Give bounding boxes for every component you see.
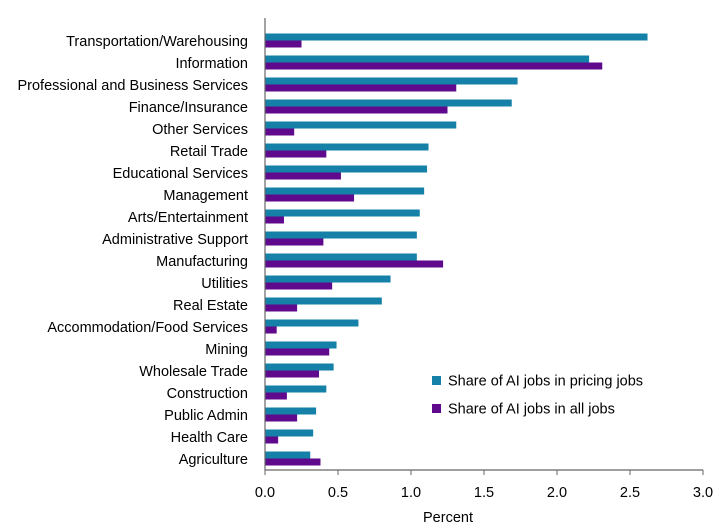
legend-label: Share of AI jobs in pricing jobs: [448, 374, 643, 390]
bar-all: [265, 326, 277, 334]
bar-pricing: [265, 451, 311, 459]
category-label: Mining: [205, 342, 248, 358]
category-label: Information: [175, 56, 248, 72]
category-label: Management: [163, 188, 248, 204]
bar-all: [265, 150, 327, 158]
bar-pricing: [265, 187, 425, 195]
x-tick-label: 0.0: [255, 485, 275, 501]
category-label: Real Estate: [173, 298, 248, 314]
bar-pricing: [265, 99, 512, 107]
bar-all: [265, 370, 320, 378]
x-axis-label: Percent: [423, 510, 473, 526]
bar-pricing: [265, 231, 417, 239]
x-tick-label: 3.0: [693, 485, 713, 501]
legend-swatch: [432, 404, 441, 413]
category-label: Health Care: [171, 430, 248, 446]
bar-pricing: [265, 165, 428, 173]
bar-pricing: [265, 121, 457, 129]
bar-all: [265, 282, 333, 290]
bar-pricing: [265, 407, 317, 415]
bar-all: [265, 436, 279, 444]
bar-all: [265, 392, 287, 400]
category-label: Professional and Business Services: [17, 78, 248, 94]
bar-pricing: [265, 209, 420, 217]
bar-all: [265, 238, 324, 246]
category-label: Educational Services: [113, 166, 248, 182]
category-label: Administrative Support: [102, 232, 248, 248]
bar-all: [265, 128, 295, 136]
bar-pricing: [265, 143, 429, 151]
bar-all: [265, 414, 298, 422]
x-tick-label: 0.5: [328, 485, 348, 501]
bar-pricing: [265, 319, 359, 327]
x-tick-label: 2.0: [547, 485, 567, 501]
bar-all: [265, 62, 603, 70]
bar-all: [265, 106, 448, 114]
bar-all: [265, 348, 330, 356]
x-tick-label: 1.0: [401, 485, 421, 501]
bar-pricing: [265, 429, 314, 437]
category-label: Arts/Entertainment: [128, 210, 248, 226]
bar-pricing: [265, 55, 590, 63]
bar-all: [265, 304, 298, 312]
bar-all: [265, 40, 302, 48]
category-label: Wholesale Trade: [139, 364, 248, 380]
bar-pricing: [265, 33, 648, 41]
bar-pricing: [265, 275, 391, 283]
bar-all: [265, 84, 457, 92]
legend-swatch: [432, 376, 441, 385]
bar-all: [265, 194, 355, 202]
bar-all: [265, 172, 341, 180]
bar-all: [265, 458, 321, 466]
category-label: Utilities: [201, 276, 248, 292]
category-label: Construction: [167, 386, 248, 402]
x-tick-label: 1.5: [474, 485, 494, 501]
bar-pricing: [265, 77, 518, 85]
bar-all: [265, 216, 284, 224]
category-label: Finance/Insurance: [129, 100, 248, 116]
category-label: Agriculture: [179, 452, 248, 468]
x-tick-label: 2.5: [620, 485, 640, 501]
category-label: Accommodation/Food Services: [47, 320, 248, 336]
bar-pricing: [265, 363, 334, 371]
bar-all: [265, 260, 444, 268]
category-label: Manufacturing: [156, 254, 248, 270]
category-label: Public Admin: [164, 408, 248, 424]
legend-label: Share of AI jobs in all jobs: [448, 402, 615, 418]
bar-pricing: [265, 341, 337, 349]
category-label: Transportation/Warehousing: [66, 34, 248, 50]
category-label: Retail Trade: [170, 144, 248, 160]
bar-pricing: [265, 297, 382, 305]
bar-pricing: [265, 253, 417, 261]
bar-pricing: [265, 385, 327, 393]
category-label: Other Services: [152, 122, 248, 138]
